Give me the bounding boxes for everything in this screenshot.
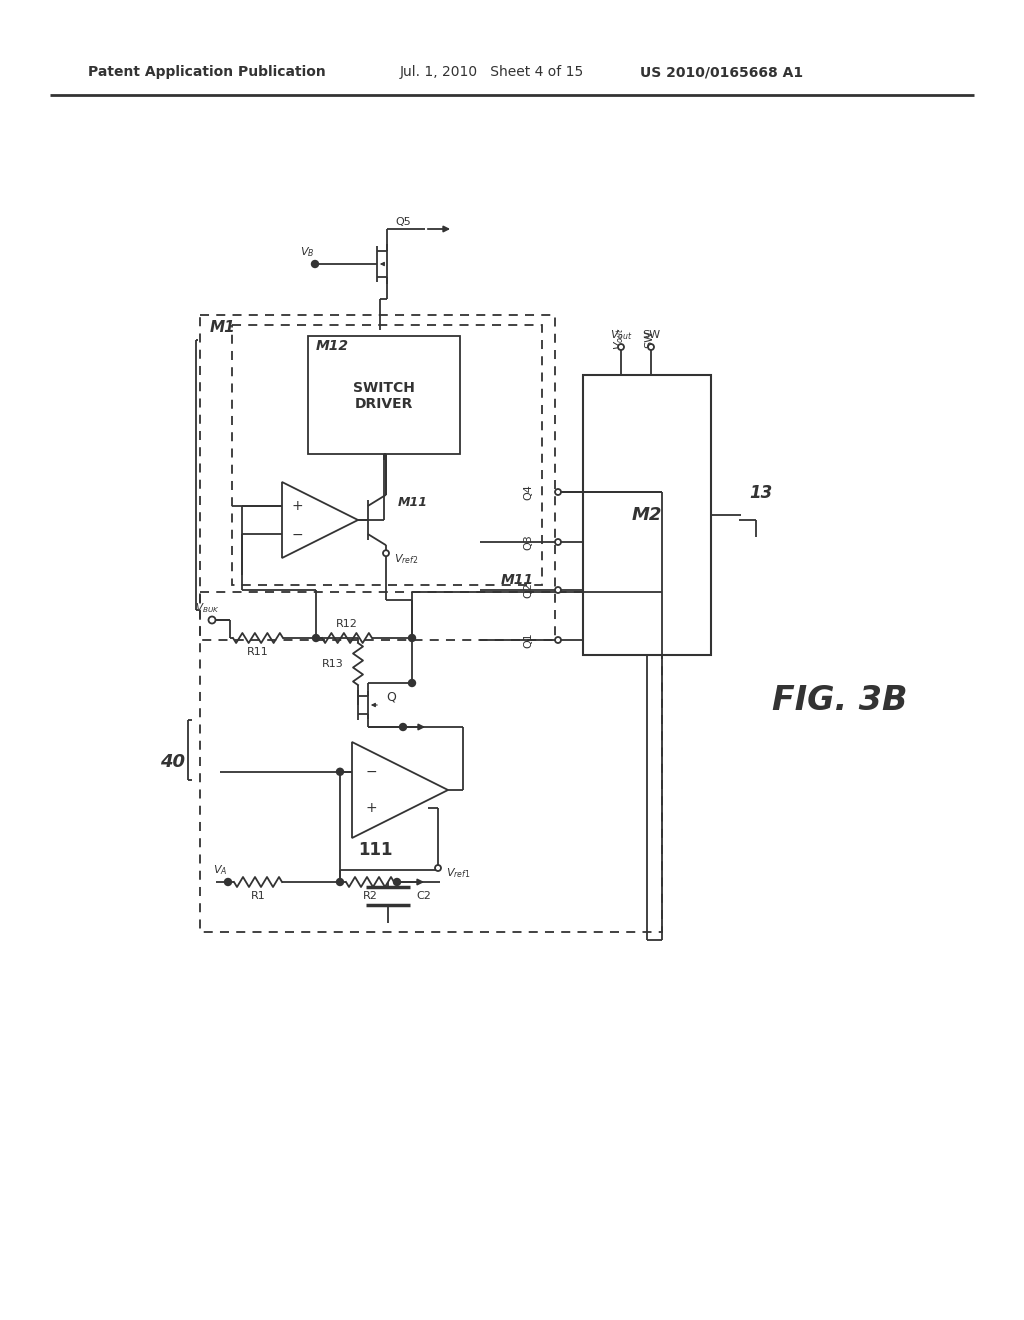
Circle shape bbox=[409, 680, 416, 686]
Bar bbox=[232, 325, 542, 585]
Text: +: + bbox=[292, 499, 303, 512]
Text: $V_A$: $V_A$ bbox=[213, 863, 227, 876]
Circle shape bbox=[555, 539, 561, 545]
Bar bbox=[200, 315, 555, 640]
Text: R1: R1 bbox=[251, 891, 265, 902]
Text: R12: R12 bbox=[336, 619, 358, 630]
Circle shape bbox=[618, 345, 624, 350]
Text: Q3: Q3 bbox=[523, 535, 534, 550]
Circle shape bbox=[435, 865, 441, 871]
Text: SW: SW bbox=[644, 330, 654, 348]
Text: M1: M1 bbox=[210, 321, 236, 335]
Text: 13: 13 bbox=[750, 484, 773, 502]
Text: C2: C2 bbox=[416, 891, 431, 902]
Text: −: − bbox=[292, 528, 303, 541]
Text: R2: R2 bbox=[362, 891, 378, 902]
Circle shape bbox=[555, 587, 561, 593]
Circle shape bbox=[648, 345, 654, 350]
Text: Q1: Q1 bbox=[523, 632, 534, 648]
Circle shape bbox=[311, 260, 318, 268]
Text: −: − bbox=[366, 764, 377, 779]
Text: M12: M12 bbox=[316, 339, 349, 352]
Bar bbox=[200, 591, 662, 932]
Text: Q4: Q4 bbox=[523, 484, 534, 500]
Text: 111: 111 bbox=[357, 841, 392, 859]
Text: $V_{ref2}$: $V_{ref2}$ bbox=[394, 552, 419, 566]
Text: M2: M2 bbox=[632, 506, 663, 524]
Circle shape bbox=[555, 638, 561, 643]
Text: R11: R11 bbox=[247, 647, 269, 657]
Circle shape bbox=[409, 635, 416, 642]
Text: Q5: Q5 bbox=[395, 216, 411, 227]
Circle shape bbox=[337, 768, 343, 775]
Text: $V_{ref1}$: $V_{ref1}$ bbox=[446, 866, 471, 880]
Text: +: + bbox=[366, 801, 377, 816]
Text: R13: R13 bbox=[323, 659, 344, 669]
Circle shape bbox=[555, 488, 561, 495]
Text: $V_{BUK}$: $V_{BUK}$ bbox=[195, 601, 219, 615]
Text: Q: Q bbox=[386, 690, 396, 704]
Circle shape bbox=[312, 635, 319, 642]
Text: US 2010/0165668 A1: US 2010/0165668 A1 bbox=[640, 65, 803, 79]
Text: FIG. 3B: FIG. 3B bbox=[772, 684, 907, 717]
Text: Patent Application Publication: Patent Application Publication bbox=[88, 65, 326, 79]
Circle shape bbox=[337, 879, 343, 886]
Circle shape bbox=[393, 879, 400, 886]
Text: SW: SW bbox=[642, 330, 660, 341]
Text: 40: 40 bbox=[160, 752, 185, 771]
Text: $V_{out}$: $V_{out}$ bbox=[612, 327, 626, 350]
Circle shape bbox=[383, 550, 389, 556]
Text: Jul. 1, 2010   Sheet 4 of 15: Jul. 1, 2010 Sheet 4 of 15 bbox=[400, 65, 584, 79]
Text: SWITCH
DRIVER: SWITCH DRIVER bbox=[353, 381, 415, 411]
Text: $V_B$: $V_B$ bbox=[300, 246, 314, 259]
Circle shape bbox=[224, 879, 231, 886]
Text: $V_{out}$: $V_{out}$ bbox=[609, 329, 632, 342]
Text: M11: M11 bbox=[501, 573, 534, 587]
Text: Q2: Q2 bbox=[523, 582, 534, 598]
Bar bbox=[583, 375, 711, 655]
Circle shape bbox=[209, 616, 215, 623]
Text: M11: M11 bbox=[398, 495, 428, 508]
Bar bbox=[308, 337, 460, 454]
Circle shape bbox=[399, 723, 407, 730]
